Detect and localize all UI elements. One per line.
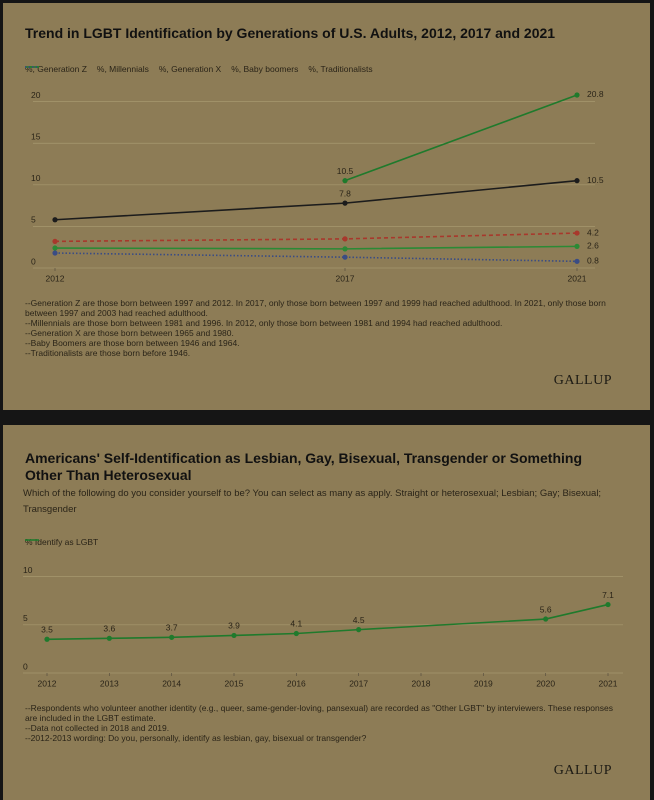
data-point xyxy=(605,601,611,608)
x-tick-label: 2020 xyxy=(536,678,555,688)
data-label: 3.9 xyxy=(228,621,240,631)
footnotes: --Generation Z are those born between 19… xyxy=(25,298,615,358)
y-tick-label: 0 xyxy=(23,661,28,671)
data-point xyxy=(574,243,580,249)
data-label: 7.8 xyxy=(339,188,351,198)
chart-panel: Trend in LGBT Identification by Generati… xyxy=(3,3,650,410)
data-point xyxy=(52,245,58,251)
y-tick-label: 5 xyxy=(23,613,28,623)
data-point xyxy=(44,636,50,642)
legend-swatch xyxy=(25,539,39,541)
x-tick-label: 2012 xyxy=(46,273,65,283)
data-label: 3.6 xyxy=(103,624,115,634)
y-tick-label: 10 xyxy=(31,173,41,183)
series-line xyxy=(54,252,578,263)
x-tick-label: 2019 xyxy=(474,678,493,688)
data-label: 10.5 xyxy=(587,175,604,185)
series-line xyxy=(54,179,578,221)
data-point xyxy=(574,230,580,236)
legend: %, Generation Z %, Millennials %, Generati… xyxy=(25,64,373,74)
x-tick-label: 2014 xyxy=(162,678,181,688)
y-tick-label: 15 xyxy=(31,131,41,141)
data-label: 5.6 xyxy=(540,604,552,614)
source: GALLUP xyxy=(553,763,612,778)
source: GALLUP xyxy=(553,373,612,388)
y-tick-label: 20 xyxy=(31,90,41,100)
chart-subtitle: Which of the following do you consider y… xyxy=(23,488,602,515)
data-point xyxy=(574,258,580,264)
x-tick-label: 2016 xyxy=(287,678,306,688)
data-point xyxy=(169,634,175,640)
plot: 0 5 10 15 20 2012 2017 2021 10.5 20.8 7.8 10.5 4.2 2.… xyxy=(31,89,604,283)
x-tick-label: 2013 xyxy=(100,678,119,688)
footnote: --Respondents who volunteer another iden… xyxy=(25,703,613,723)
y-tick-label: 10 xyxy=(23,565,33,575)
data-label: 2.6 xyxy=(587,241,599,251)
legend: % Identify as LGBT xyxy=(25,537,98,547)
x-tick-label: 2017 xyxy=(336,273,355,283)
legend-label: %, Millennials xyxy=(96,64,149,74)
data-point xyxy=(342,254,348,260)
x-tick-label: 2015 xyxy=(225,678,244,688)
data-label: 4.5 xyxy=(353,615,365,625)
legend-item: % Identify as LGBT xyxy=(25,537,98,547)
legend-label: %, Generation Z xyxy=(25,64,87,74)
chart-panel: Americans' Self-Identification as Lesbia… xyxy=(3,425,650,800)
data-point xyxy=(574,92,580,98)
data-point xyxy=(342,246,348,252)
data-label: 7.1 xyxy=(602,590,614,600)
data-point xyxy=(543,616,549,622)
data-point xyxy=(342,236,348,242)
y-tick-label: 5 xyxy=(31,215,36,225)
x-tick-label: 2021 xyxy=(568,273,587,283)
legend-item: %, Traditionalists xyxy=(25,64,373,74)
chart-title: Americans' Self-Identification as Lesbia… xyxy=(25,450,582,483)
data-point xyxy=(342,200,348,206)
series-line xyxy=(344,94,578,182)
data-label: 3.5 xyxy=(41,625,53,635)
data-point xyxy=(574,178,580,184)
footnote: --Generation X are those born between 19… xyxy=(25,328,234,338)
x-tick-label: 2017 xyxy=(349,678,368,688)
footnote: --Baby Boomers are those born between 19… xyxy=(25,338,240,348)
data-point xyxy=(356,627,362,633)
data-label: 10.5 xyxy=(337,166,354,176)
legend-label: %, Baby boomers xyxy=(231,64,299,74)
data-point xyxy=(342,178,348,184)
data-point xyxy=(106,635,112,641)
data-label: 3.7 xyxy=(166,623,178,633)
series-line xyxy=(54,245,578,250)
legend-swatch xyxy=(25,66,39,68)
footnote: --Millennials are those born between 198… xyxy=(25,318,503,328)
data-label: 4.1 xyxy=(290,619,302,629)
data-point xyxy=(293,630,299,637)
data-label: 0.8 xyxy=(587,256,599,266)
y-tick-label: 0 xyxy=(31,256,36,266)
data-point xyxy=(52,217,58,223)
x-tick-label: 2021 xyxy=(599,678,618,688)
legend-label: %, Traditionalists xyxy=(308,64,373,74)
series-line xyxy=(54,232,578,243)
footnotes: --Respondents who volunteer another iden… xyxy=(25,703,615,743)
x-tick-label: 2018 xyxy=(412,678,431,688)
plot: 0 5 10 2012 2013 2014 2015 2016 2017 2018 2019 2020… xyxy=(23,565,623,688)
data-point xyxy=(52,238,58,244)
x-tick-label: 2012 xyxy=(38,678,57,688)
legend-label: %, Generation X xyxy=(158,64,222,74)
footnote: --Data not collected in 2018 and 2019. xyxy=(25,723,170,733)
footnote: --Traditionalists are those born before … xyxy=(25,348,191,358)
legend-label: % Identify as LGBT xyxy=(25,537,99,547)
data-point xyxy=(231,632,237,639)
chart-title: Trend in LGBT Identification by Generati… xyxy=(25,25,556,41)
footnote: --2012-2013 wording: Do you, personally,… xyxy=(25,733,367,743)
series-line xyxy=(46,603,609,641)
footnote: --Generation Z are those born between 19… xyxy=(25,298,606,318)
data-label: 20.8 xyxy=(587,89,604,99)
data-label: 4.2 xyxy=(587,227,599,237)
data-point xyxy=(52,250,58,256)
